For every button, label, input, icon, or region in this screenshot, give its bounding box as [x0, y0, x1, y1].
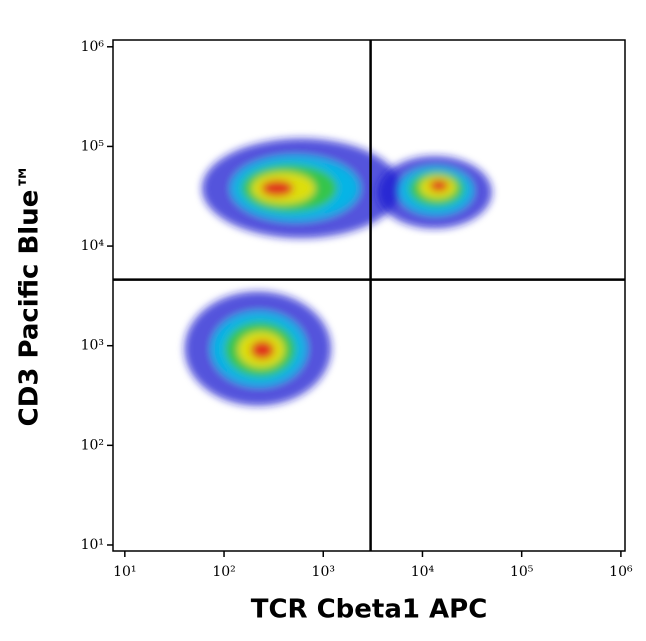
population — [184, 291, 332, 406]
y-tick-label: 10⁴ — [81, 238, 105, 254]
y-axis-label: CD3 Pacific Blue™ — [15, 164, 45, 427]
y-tick-label: 10¹ — [81, 537, 104, 553]
x-tick-label: 10² — [212, 564, 235, 580]
x-tick-label: 10⁴ — [411, 564, 435, 580]
y-tick-label: 10⁶ — [81, 39, 105, 55]
y-tick-label: 10³ — [81, 338, 104, 354]
plot-frame — [112, 39, 626, 552]
population — [377, 156, 492, 229]
x-tick-label: 10¹ — [113, 564, 136, 580]
x-axis-label: TCR Cbeta1 APC — [251, 595, 488, 625]
y-tick-label: 10⁵ — [81, 138, 105, 154]
population — [202, 138, 401, 239]
density-level — [261, 180, 294, 197]
density-level — [250, 340, 275, 360]
plot-area — [184, 138, 492, 406]
density-level — [429, 179, 449, 192]
x-tick-label: 10⁶ — [609, 564, 633, 580]
y-tick-label: 10² — [81, 437, 104, 453]
x-tick-label: 10⁵ — [510, 564, 534, 580]
x-tick-label: 10³ — [312, 564, 335, 580]
